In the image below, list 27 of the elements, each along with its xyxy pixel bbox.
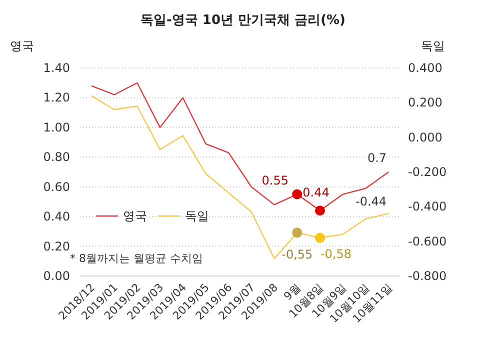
y-tick-label: 1.20 bbox=[43, 90, 70, 105]
y2-tick-label: 0.000 bbox=[408, 130, 442, 144]
data-label: -0.44 bbox=[356, 194, 387, 209]
chart-title: 독일-영국 10년 만기국채 금리(%) bbox=[140, 13, 346, 28]
data-label: -0,55 bbox=[282, 248, 313, 262]
data-label: 0.7 bbox=[367, 151, 387, 165]
legend-label: 독일 bbox=[185, 209, 209, 223]
data-label: -0,58 bbox=[320, 246, 352, 261]
annotation: * 8월까지는 월평균 수치임 bbox=[70, 252, 203, 265]
y-tick-label: 0.60 bbox=[43, 180, 70, 194]
y-tick-label: 0.80 bbox=[43, 150, 70, 164]
y-tick-label: 1.40 bbox=[43, 61, 70, 75]
y2-tick-label: -0.800 bbox=[408, 269, 447, 283]
y-tick-label: 0.20 bbox=[43, 239, 70, 254]
y-tick-label: 0.40 bbox=[43, 210, 70, 224]
y2-tick-label: -0.600 bbox=[408, 234, 447, 248]
y-axis-title: 영국 bbox=[10, 39, 34, 53]
data-label: 0.44 bbox=[302, 186, 330, 200]
y2-tick-label: -0.200 bbox=[408, 165, 447, 179]
data-label: 0.55 bbox=[262, 173, 288, 188]
y-tick-label: 1.00 bbox=[43, 120, 70, 134]
y2-tick-label: 0.400 bbox=[408, 61, 442, 75]
y2-axis-title: 독일 bbox=[421, 39, 445, 53]
y-tick-label: 0.00 bbox=[43, 269, 70, 283]
y2-tick-label: -0.400 bbox=[408, 200, 447, 214]
legend-label: 영국 bbox=[123, 209, 147, 223]
y2-tick-label: 0.200 bbox=[408, 96, 442, 110]
